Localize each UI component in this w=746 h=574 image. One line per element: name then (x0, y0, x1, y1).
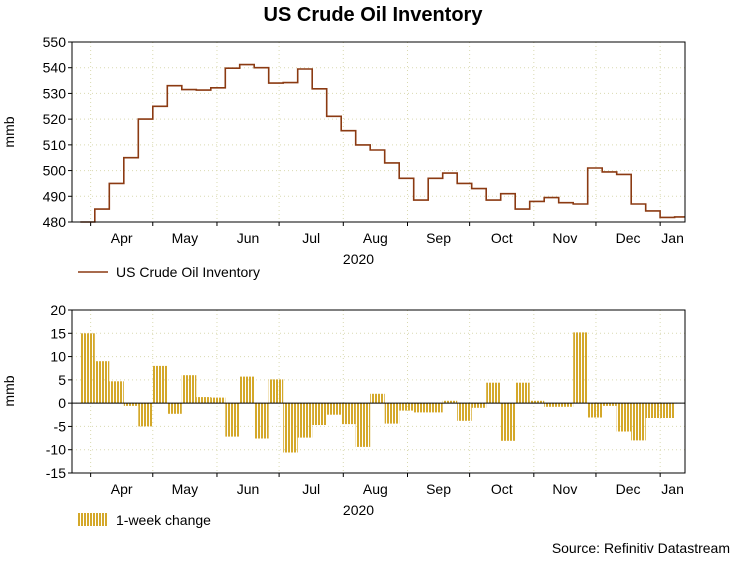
change-bar (152, 365, 168, 404)
change-bar (616, 403, 632, 432)
panel1-month-label: Oct (491, 230, 513, 246)
panel2-ytick-label: 10 (50, 349, 66, 365)
change-bar (312, 403, 327, 425)
panel1-month-label: Sep (426, 230, 451, 246)
panel2-ytick-label: -10 (46, 442, 66, 458)
panel2-month-label: Jan (661, 481, 684, 497)
panel1-ytick-label: 530 (43, 85, 67, 101)
panel2-plot-frame (71, 309, 686, 474)
change-bar (529, 400, 545, 404)
change-bar (399, 403, 414, 411)
panel1-yaxis-label: mmb (1, 116, 17, 147)
change-bar (283, 403, 298, 453)
panel1-plot-frame (71, 41, 686, 223)
panel1-month-label: Jan (661, 230, 684, 246)
panel2-month-label: Jun (237, 481, 260, 497)
change-bar (167, 403, 182, 414)
panel1-ytick-label: 520 (43, 111, 67, 127)
panel1-month-label: Apr (111, 230, 133, 246)
panel2-ytick-label: 5 (58, 372, 66, 388)
legend-change-swatch (78, 513, 108, 526)
source-note: Source: Refinitiv Datastream (551, 540, 730, 556)
panel2-yaxis-label: mmb (1, 375, 17, 406)
change-bar (239, 376, 255, 404)
change-bar (602, 403, 617, 406)
change-bar (645, 403, 661, 418)
change-bar (109, 381, 124, 404)
panel1-month-label: Dec (616, 230, 641, 246)
panel1-month-label: Jul (302, 230, 320, 246)
change-bar (442, 400, 458, 404)
panel1-ytick-label: 500 (43, 163, 67, 179)
change-bar (138, 403, 153, 427)
legend-change-label: 1-week change (116, 512, 211, 528)
panel2-month-label: Jul (302, 481, 320, 497)
change-bar (384, 403, 400, 424)
change-bar (370, 393, 385, 404)
panel2-ytick-label: -15 (46, 465, 66, 481)
change-bar (181, 375, 197, 404)
change-bar (457, 403, 472, 421)
legend-inventory-label: US Crude Oil Inventory (116, 264, 260, 280)
panel1-ytick-label: 550 (43, 34, 67, 50)
change-bar (210, 397, 226, 404)
change-bar (428, 403, 443, 413)
panel2-ytick-label: 15 (50, 325, 66, 341)
panel1-xaxis-label: 2020 (343, 251, 374, 267)
panel1-month-label: Nov (552, 230, 577, 246)
panel1-ytick-label: 510 (43, 137, 67, 153)
panel2-month-label: May (172, 481, 198, 497)
panel2-month-label: Nov (552, 481, 577, 497)
panel2-ytick-label: 20 (50, 302, 66, 318)
change-bar (123, 403, 139, 406)
change-bar (196, 397, 211, 404)
chart-title: US Crude Oil Inventory (263, 4, 483, 26)
change-bar (225, 403, 240, 437)
change-bar (326, 403, 342, 415)
change-bar (297, 403, 313, 438)
panel2-month-label: Dec (616, 481, 641, 497)
change-bar (558, 403, 574, 407)
change-bar (254, 403, 269, 439)
panel2-xaxis-label: 2020 (343, 502, 374, 518)
panel1-ytick-label: 490 (43, 188, 67, 204)
change-bar (341, 403, 356, 425)
inventory-line (80, 63, 685, 223)
panel2-month-label: Apr (111, 481, 133, 497)
panel1-month-label: Jun (237, 230, 260, 246)
change-bar (660, 403, 675, 418)
change-bar (631, 403, 646, 441)
change-bar (80, 333, 95, 404)
panel1-ytick-label: 480 (43, 214, 67, 230)
panel1-ytick-label: 540 (43, 60, 67, 76)
panel2-month-label: Sep (426, 481, 451, 497)
change-bar (355, 403, 371, 447)
panel1-month-label: May (172, 230, 198, 246)
panel2-ytick-label: -5 (54, 418, 67, 434)
panel2-ytick-label: 0 (58, 395, 66, 411)
change-bar (94, 361, 110, 404)
panel2-month-label: Oct (491, 481, 513, 497)
change-bar (486, 382, 501, 404)
change-bar (544, 403, 559, 407)
panel1-month-label: Aug (363, 230, 388, 246)
change-bar (515, 382, 530, 404)
change-bar (587, 403, 603, 418)
change-bar (573, 332, 588, 404)
change-bar (500, 403, 516, 441)
change-bar (471, 403, 487, 408)
change-bar (268, 379, 284, 404)
change-bar (413, 403, 429, 413)
panel2-month-label: Aug (363, 481, 388, 497)
